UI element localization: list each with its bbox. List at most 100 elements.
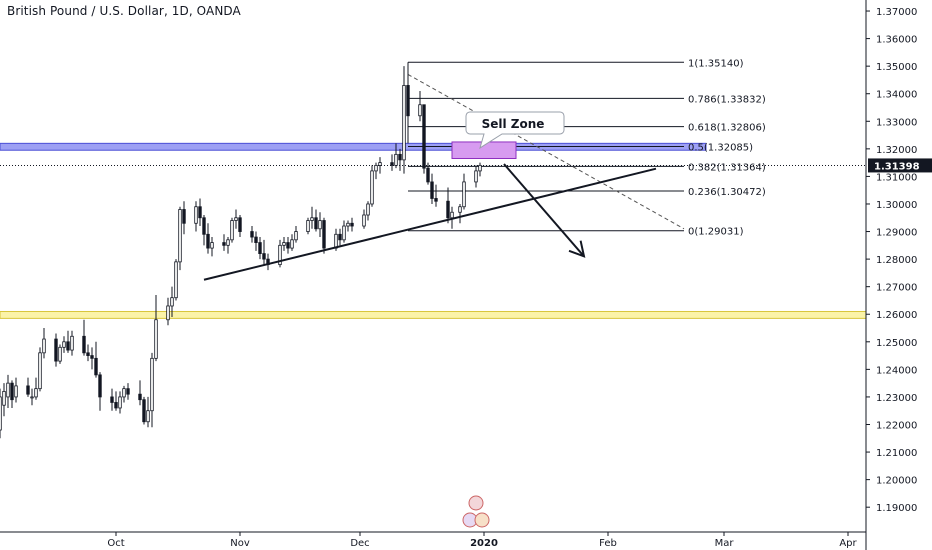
projection-arrow-head (568, 240, 586, 258)
candle-body[interactable] (478, 164, 482, 172)
candle-body[interactable] (10, 382, 14, 401)
candle-body[interactable] (38, 352, 42, 390)
candle-body[interactable] (314, 217, 318, 230)
candle-body[interactable] (110, 396, 114, 403)
candle-body[interactable] (82, 335, 86, 354)
candle-body[interactable] (194, 206, 198, 224)
candle-body[interactable] (346, 222, 350, 227)
candle-body[interactable] (118, 396, 122, 409)
candle-body[interactable] (434, 198, 438, 202)
candle-body[interactable] (430, 181, 434, 199)
candle-body[interactable] (230, 220, 234, 241)
candle-body[interactable] (334, 233, 338, 249)
candle-body[interactable] (374, 164, 378, 172)
price-axis-label: 1.35000 (876, 62, 917, 73)
candle-body[interactable] (146, 410, 150, 423)
event-flag-icon[interactable] (474, 512, 490, 528)
candle-body[interactable] (370, 170, 374, 205)
candle-body[interactable] (234, 217, 238, 221)
event-flag-icon[interactable] (468, 495, 484, 511)
candle-body[interactable] (406, 85, 410, 117)
candle-body[interactable] (202, 217, 206, 235)
candle-body[interactable] (322, 220, 326, 249)
candle-body[interactable] (206, 233, 210, 249)
candle-body[interactable] (418, 104, 422, 117)
candle-body[interactable] (402, 85, 406, 161)
candle-body[interactable] (422, 104, 426, 169)
fib-level-label: 0.236(1.30472) (688, 187, 766, 198)
candle-body[interactable] (394, 153, 398, 166)
candle-body[interactable] (278, 244, 282, 266)
candle-body[interactable] (58, 346, 62, 362)
candle-body[interactable] (338, 233, 342, 241)
candle-body[interactable] (378, 162, 382, 166)
candle-body[interactable] (170, 297, 174, 307)
candle-body[interactable] (178, 209, 182, 263)
candle-body[interactable] (238, 217, 242, 232)
candle-body[interactable] (210, 242, 214, 249)
candle-body[interactable] (342, 225, 346, 241)
candle-body[interactable] (42, 338, 46, 354)
candle-body[interactable] (226, 239, 230, 246)
candle-body[interactable] (254, 236, 258, 243)
candle-body[interactable] (450, 211, 454, 219)
candle-body[interactable] (258, 242, 262, 254)
candle-body[interactable] (458, 206, 462, 213)
candle-body[interactable] (142, 399, 146, 423)
candle-body[interactable] (122, 388, 126, 398)
candle-body[interactable] (62, 341, 66, 348)
candle-body[interactable] (294, 231, 298, 241)
candle-body[interactable] (474, 170, 478, 183)
candle-body[interactable] (174, 261, 178, 299)
candle-body[interactable] (282, 242, 286, 246)
resistance-zone[interactable] (0, 142, 707, 151)
candle-body[interactable] (14, 385, 18, 398)
candle-body[interactable] (54, 338, 58, 362)
fib-trend-dashed-line[interactable] (407, 73, 685, 230)
candle-body[interactable] (70, 335, 74, 351)
candle-body[interactable] (94, 357, 98, 376)
candle-body[interactable] (286, 242, 290, 249)
candle-body[interactable] (222, 242, 226, 246)
candle-body[interactable] (138, 393, 142, 401)
candle-body[interactable] (0, 396, 2, 431)
ascending-trendline[interactable] (203, 167, 657, 281)
candle-body[interactable] (150, 357, 154, 412)
sell-zone-label: Sell Zone (482, 117, 545, 131)
candle-body[interactable] (86, 352, 90, 356)
candle-body[interactable] (166, 305, 170, 321)
candle-body[interactable] (306, 220, 310, 232)
candle-body[interactable] (350, 222, 354, 227)
candle-body[interactable] (198, 206, 202, 219)
candle-body[interactable] (6, 382, 10, 398)
candle-body[interactable] (310, 217, 314, 221)
candle-body[interactable] (366, 203, 370, 216)
candle-body[interactable] (182, 209, 186, 224)
current-price-tag (868, 158, 932, 173)
candle-body[interactable] (66, 341, 70, 351)
candle-body[interactable] (34, 388, 38, 398)
candle-body[interactable] (446, 200, 450, 219)
candle-body[interactable] (398, 153, 402, 161)
candle-body[interactable] (390, 162, 394, 166)
candle-body[interactable] (250, 231, 254, 238)
candle-body[interactable] (114, 402, 118, 409)
candle-body[interactable] (426, 167, 430, 183)
price-axis-label: 1.20000 (876, 476, 917, 487)
candle-body[interactable] (2, 391, 6, 406)
candle-body[interactable] (30, 396, 34, 399)
candle-body[interactable] (26, 385, 30, 395)
candle-body[interactable] (318, 220, 322, 230)
candle-body[interactable] (290, 239, 294, 249)
candle-body[interactable] (98, 374, 102, 398)
candle-body[interactable] (462, 181, 466, 208)
candle-body[interactable] (126, 388, 130, 395)
candle-body[interactable] (90, 355, 94, 359)
projection-arrow[interactable] (503, 163, 585, 258)
candle-body[interactable] (154, 319, 158, 359)
candle-body[interactable] (262, 253, 266, 260)
support-zone[interactable] (0, 310, 867, 319)
candle-body[interactable] (362, 214, 366, 227)
price-axis-label: 1.22000 (876, 420, 917, 431)
